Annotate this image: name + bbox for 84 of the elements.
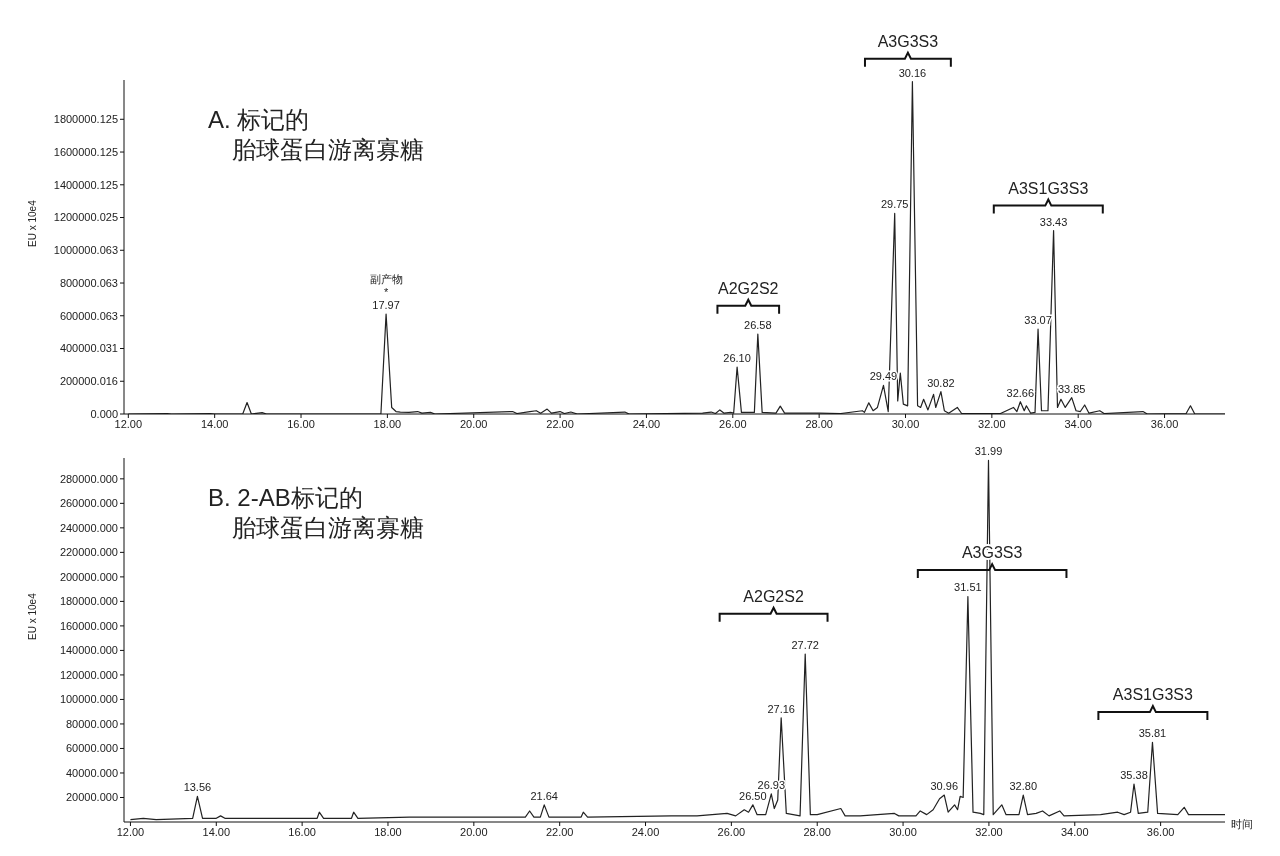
- y-tick-label: 200000.016: [59, 375, 118, 388]
- y-tick-label: 100000.000: [59, 693, 118, 706]
- x-tick-label: 32.00: [975, 825, 1003, 838]
- x-tick-label: 16.00: [288, 825, 316, 838]
- annotation: A2G2S2: [743, 587, 804, 605]
- x-tick-label: 26.00: [717, 825, 746, 838]
- x-tick-label: 12.00: [116, 825, 145, 838]
- x-tick-label: 20.00: [459, 417, 488, 430]
- annotation: 21.64: [530, 789, 558, 802]
- annotation: 27.72: [791, 639, 819, 652]
- x-tick-label: 36.00: [1146, 825, 1175, 838]
- x-tick-label: 28.00: [805, 417, 833, 430]
- annotation: 26.58: [744, 319, 772, 332]
- y-tick-label: 200000.000: [59, 570, 118, 583]
- y-tick-label: 140000.000: [59, 644, 118, 657]
- text: A3G3S3: [877, 32, 939, 50]
- y-tick-label: 1400000.125: [53, 178, 118, 191]
- x-tick-label: 26.00: [719, 417, 747, 430]
- x-tick-label: 24.00: [632, 417, 661, 430]
- annotation: 17.97: [372, 299, 400, 312]
- x-tick-label: 12.00: [114, 417, 143, 430]
- x-tick-label: 22.00: [545, 825, 574, 838]
- y-tick-label: 180000.000: [59, 595, 118, 608]
- annotation: 35.38: [1120, 769, 1148, 782]
- annotation: 30.16: [898, 66, 927, 79]
- y-tick-label: 20000.000: [66, 791, 118, 804]
- y-tick-label: 160000.000: [59, 619, 118, 632]
- y-tick-label: 1000000.063: [53, 244, 118, 257]
- annotation: A3S1G3S3: [1008, 179, 1089, 197]
- annotation: 33.85: [1057, 382, 1086, 395]
- annotation: 32.80: [1009, 780, 1038, 793]
- y-axis-title: EU x 10e4: [26, 592, 38, 640]
- x-tick-label: 16.00: [287, 417, 315, 430]
- annotation: 26.50: [739, 789, 767, 802]
- x-tick-label: 32.00: [978, 417, 1006, 430]
- x-tick-label: 20.00: [460, 825, 488, 838]
- y-tick-label: 220000.000: [59, 546, 118, 559]
- x-tick-label: 14.00: [202, 825, 231, 838]
- x-tick-label: 34.00: [1061, 825, 1089, 838]
- x-tick-label: 34.00: [1064, 417, 1092, 430]
- x-tick-label: 24.00: [631, 825, 660, 838]
- y-tick-label: 400000.031: [59, 342, 118, 355]
- annotation: A2G2S2: [718, 279, 779, 297]
- y-tick-label: 1800000.125: [53, 113, 118, 126]
- x-tick-label: 22.00: [546, 417, 574, 430]
- x-tick-label: 28.00: [803, 825, 831, 838]
- y-tick-label: 240000.000: [59, 521, 118, 534]
- annotation: 30.96: [930, 780, 959, 793]
- x-tick-label: 18.00: [373, 417, 402, 430]
- text: 胎球蛋白游离寡糖: [231, 513, 424, 543]
- y-tick-label: 280000.000: [59, 472, 118, 485]
- y-axis-title: EU x 10e4: [26, 199, 38, 247]
- annotation: A3S1G3S3: [1112, 686, 1194, 704]
- annotation: 35.81: [1138, 727, 1167, 740]
- annotation: 32.66: [1006, 386, 1035, 399]
- annotation: 31.51: [954, 581, 982, 594]
- annotation: 33.43: [1039, 215, 1068, 228]
- y-tick-label: 60000.000: [66, 742, 118, 755]
- y-tick-label: 260000.000: [59, 497, 118, 510]
- annotation: 副产物 *: [369, 273, 403, 299]
- y-tick-label: 80000.000: [66, 717, 118, 730]
- annotation: 31.99: [974, 445, 1003, 458]
- text: B. 2-AB标记的: [208, 483, 364, 513]
- annotation: 13.56: [183, 781, 212, 794]
- text: A. 标记的: [208, 105, 311, 135]
- y-tick-label: 600000.063: [59, 309, 118, 322]
- x-tick-label: 36.00: [1150, 417, 1179, 430]
- y-tick-label: 800000.063: [59, 276, 118, 289]
- line-series: [129, 459, 1225, 821]
- x-tick-label: 30.00: [889, 825, 917, 838]
- y-tick-label: 120000.000: [59, 668, 118, 681]
- x-tick-label: 30.00: [891, 417, 920, 430]
- annotation: 26.10: [723, 352, 751, 365]
- y-tick-label: 0.000: [90, 407, 118, 420]
- y-tick-label: 1600000.125: [53, 145, 118, 158]
- x-axis-title: 时间: [1231, 817, 1253, 830]
- text: 胎球蛋白游离寡糖: [231, 135, 424, 165]
- annotation: 29.75: [880, 198, 909, 211]
- annotation: 30.82: [927, 376, 955, 389]
- x-tick-label: 18.00: [374, 825, 402, 838]
- x-tick-label: 14.00: [200, 417, 229, 430]
- y-tick-label: 1200000.025: [53, 211, 118, 224]
- y-tick-label: 40000.000: [66, 766, 118, 779]
- annotation: 27.16: [767, 702, 795, 715]
